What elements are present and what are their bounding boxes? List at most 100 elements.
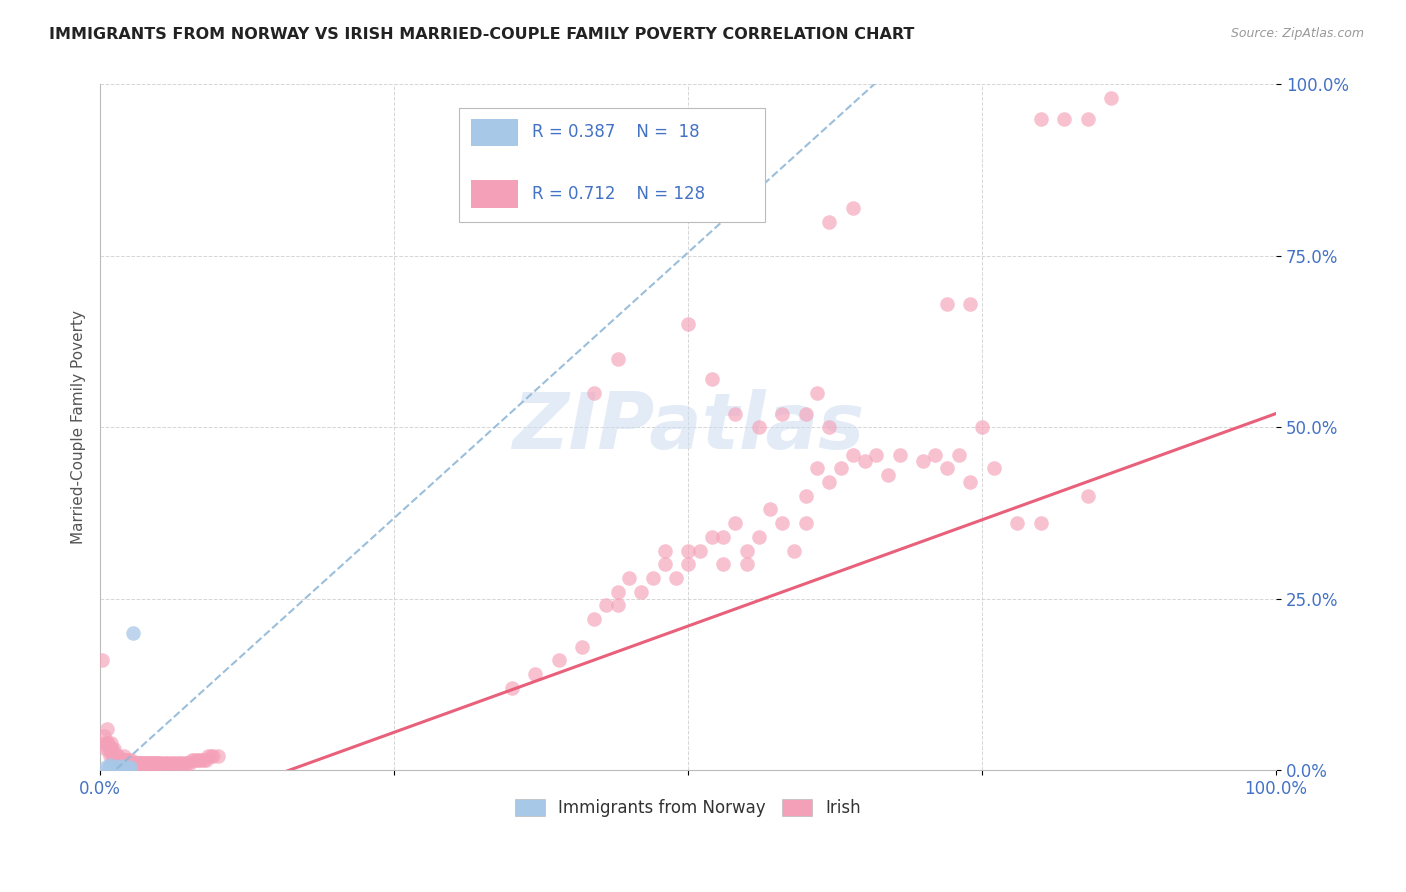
Point [783,543,806,558]
Point [94,759,117,773]
Point [619,571,641,585]
Point [583,612,606,626]
Point [748,530,770,544]
Point [972,420,994,434]
Point [115,761,138,775]
Point [187,753,209,767]
Point [818,475,841,489]
Point [107,760,129,774]
Point [889,448,911,462]
Point [152,756,174,771]
Point [111,753,134,767]
Point [112,753,135,767]
Point [183,753,205,767]
Point [142,756,165,771]
Point [713,530,735,544]
Point [547,653,569,667]
Point [98,742,121,756]
Point [107,753,129,767]
Point [112,759,135,773]
Point [108,753,131,767]
Point [112,749,135,764]
Point [1101,91,1123,105]
Point [202,749,225,764]
Point [115,753,138,767]
Point [190,753,212,767]
Point [983,461,1005,475]
Point [180,753,202,767]
Point [713,558,735,572]
Point [101,749,124,764]
Point [654,558,676,572]
Point [127,756,149,771]
Text: R = 0.387    N =  18: R = 0.387 N = 18 [531,123,699,142]
Point [101,762,124,776]
Point [107,749,129,764]
Point [676,558,699,572]
Point [100,735,122,749]
Point [122,756,145,771]
Point [103,761,125,775]
Point [179,756,201,771]
Point [98,757,121,772]
Point [129,756,152,771]
Point [101,759,124,773]
Point [162,756,184,771]
Point [806,461,828,475]
Point [842,201,865,215]
Text: Source: ZipAtlas.com: Source: ZipAtlas.com [1230,27,1364,40]
FancyBboxPatch shape [471,180,517,208]
Point [96,722,118,736]
Point [959,475,981,489]
Point [1077,489,1099,503]
Point [1029,112,1052,126]
Point [735,558,758,572]
Point [770,407,793,421]
Point [108,762,131,776]
Point [155,756,177,771]
Point [101,749,124,764]
Point [595,599,617,613]
Point [1053,112,1076,126]
Point [128,756,150,771]
Point [173,756,195,771]
Point [641,571,664,585]
Text: R = 0.712    N = 128: R = 0.712 N = 128 [531,186,704,203]
Point [131,756,153,771]
Text: ZIPatlas: ZIPatlas [512,389,865,466]
Point [794,516,817,531]
Point [842,448,865,462]
Point [806,386,828,401]
Point [877,468,900,483]
Point [132,756,155,771]
Point [97,735,120,749]
Point [141,756,163,771]
Point [122,756,145,771]
Point [157,756,180,771]
FancyBboxPatch shape [471,119,517,146]
Point [724,407,747,421]
Point [654,543,676,558]
Point [818,420,841,434]
Point [125,756,148,771]
Point [148,756,170,771]
Point [197,749,219,764]
Point [606,599,628,613]
Point [207,749,229,764]
Point [121,756,143,771]
Point [1077,112,1099,126]
Point [186,753,208,767]
Point [138,756,160,771]
Point [96,735,118,749]
Point [138,756,160,771]
Point [97,761,120,775]
Point [571,640,593,654]
Point [134,756,156,771]
Point [865,448,887,462]
Point [770,516,793,531]
Point [101,742,124,756]
Point [124,756,146,771]
Point [735,543,758,558]
Point [104,749,127,764]
Point [524,667,547,681]
